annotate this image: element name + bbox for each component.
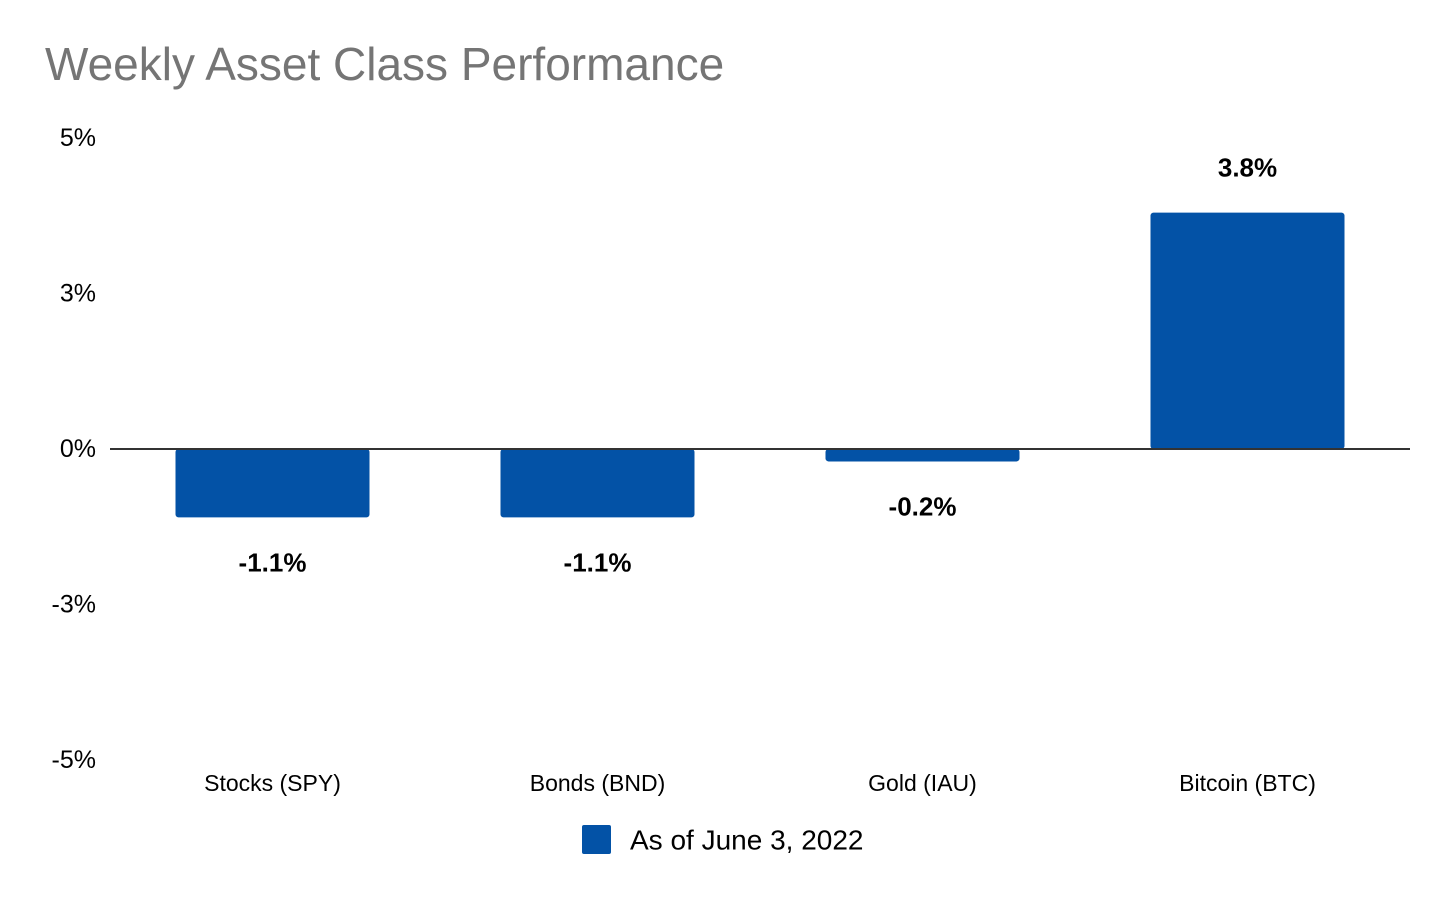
data-label: -1.1%: [564, 547, 632, 577]
y-tick-label: 3%: [60, 280, 96, 308]
legend-label: As of June 3, 2022: [630, 825, 864, 856]
y-axis-ticks: 5% 3% 0% -3% -5%: [52, 124, 96, 774]
data-label: -1.1%: [239, 547, 307, 577]
y-tick-label: -5%: [52, 746, 96, 774]
x-axis-ticks: Stocks (SPY) Bonds (BND) Gold (IAU) Bitcoin…: [204, 770, 1316, 796]
x-tick-label: Stocks (SPY): [204, 770, 341, 796]
x-tick-label: Bonds (BND): [530, 770, 665, 796]
y-tick-label: -3%: [52, 591, 96, 619]
bar: [825, 449, 1020, 462]
data-labels: -1.1% -1.1% -0.2% 3.8%: [239, 153, 1278, 578]
bar: [1150, 212, 1345, 449]
bars: [175, 212, 1345, 518]
bar: [175, 449, 370, 518]
chart-title: Weekly Asset Class Performance: [45, 38, 725, 90]
bar: [500, 449, 695, 518]
legend[interactable]: As of June 3, 2022: [582, 825, 864, 856]
y-tick-label: 5%: [60, 124, 96, 152]
data-label: -0.2%: [889, 491, 957, 521]
data-label: 3.8%: [1218, 153, 1277, 183]
x-tick-label: Gold (IAU): [868, 770, 977, 796]
y-tick-label: 0%: [60, 435, 96, 463]
legend-swatch: [582, 825, 611, 854]
x-tick-label: Bitcoin (BTC): [1179, 770, 1316, 796]
